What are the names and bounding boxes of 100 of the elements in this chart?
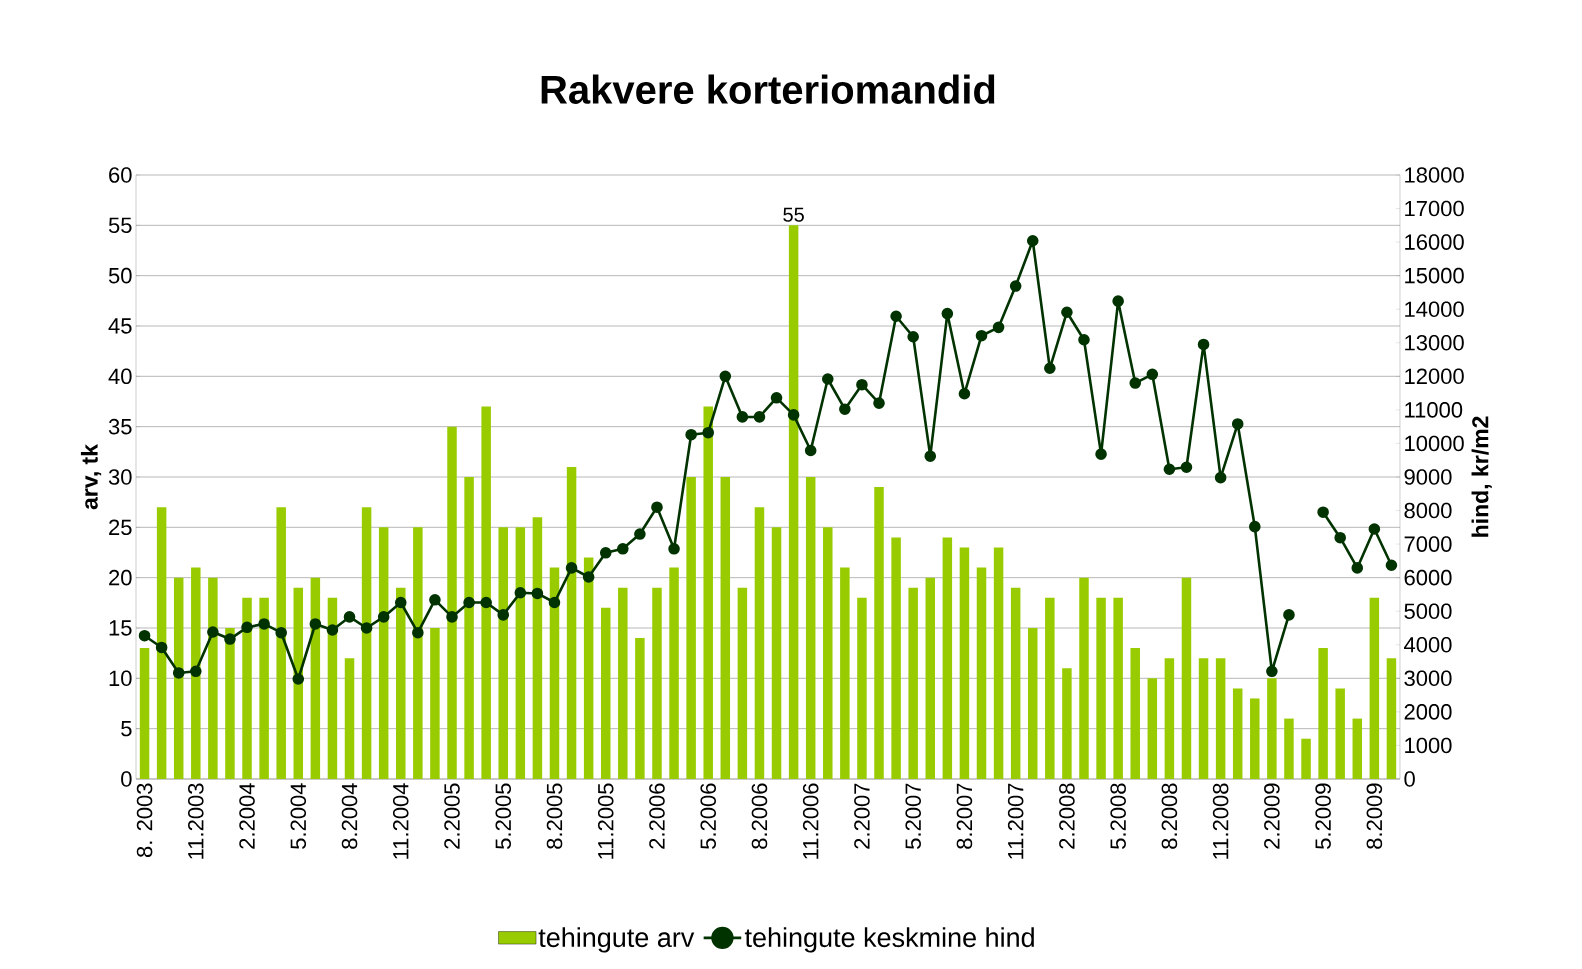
bar	[600, 607, 611, 779]
bar	[1284, 718, 1294, 779]
bar	[481, 406, 491, 779]
x-tick-label: 8.2006	[751, 783, 768, 849]
y-tick-label: 50	[108, 267, 132, 284]
bar	[447, 426, 457, 779]
legend-label: tehingute keskmine hind	[744, 927, 1034, 953]
y-tick-label: 55	[108, 217, 132, 234]
x-tick-label: 8. 2003	[136, 783, 153, 857]
bar	[139, 648, 150, 779]
bar	[1147, 678, 1158, 779]
bar	[891, 537, 901, 779]
bar	[1130, 648, 1140, 779]
bar	[430, 627, 440, 779]
x-tick-label: 11.2005	[597, 783, 614, 859]
y-tick-label: 60	[109, 167, 132, 183]
y2-tick-label: 1000	[1405, 737, 1452, 754]
x-tick-label: 5.2008	[1110, 783, 1126, 849]
bar	[823, 527, 833, 779]
x-tick-label: 8.2004	[341, 783, 358, 849]
x-tick-label: 5.2006	[700, 783, 717, 849]
x-tick-label: 8.2009	[1366, 783, 1383, 849]
x-tick-label: 5.2007	[905, 783, 921, 849]
bar	[1164, 658, 1175, 779]
legend-label: tehingute arv	[538, 927, 695, 953]
bar	[1335, 688, 1345, 779]
bar	[720, 476, 731, 779]
bar	[703, 406, 713, 779]
y-tick-label: 25	[109, 519, 132, 536]
bar	[1250, 698, 1260, 779]
bar	[959, 547, 970, 779]
bar	[156, 507, 167, 779]
y2-tick-label: 16000	[1405, 234, 1464, 250]
bar	[515, 527, 526, 779]
y2-tick-label: 0	[1404, 771, 1415, 787]
bar	[1369, 597, 1380, 779]
x-tick-label: 5.2004	[290, 783, 307, 849]
y-axis-title: arv, tk	[80, 443, 102, 510]
bar	[805, 476, 816, 779]
y2-tick-label: 9000	[1404, 469, 1452, 485]
x-tick-label: 8.2005	[546, 783, 563, 849]
bar	[1232, 688, 1243, 779]
bar	[1352, 718, 1363, 779]
bar	[1301, 738, 1311, 779]
bar	[396, 587, 406, 779]
y2-axis-title: hind, kr/m2	[1471, 416, 1492, 537]
x-tick-label: 2.2005	[444, 783, 460, 849]
bar	[276, 507, 286, 779]
bar	[532, 517, 543, 779]
data-label: 55	[783, 207, 804, 222]
y-tick-label: 10	[109, 670, 132, 687]
x-tick-label: 2.2004	[239, 783, 255, 849]
y-tick-label: 5	[121, 720, 132, 737]
bar	[788, 225, 799, 779]
bar	[1096, 597, 1106, 779]
y2-tick-label: 5000	[1404, 603, 1452, 619]
x-tick-label: 11.2008	[1212, 783, 1229, 859]
bar	[771, 527, 782, 779]
x-tick-label: 11.2007	[1007, 783, 1024, 859]
y-tick-label: 0	[121, 771, 132, 787]
bar	[498, 527, 508, 779]
bar	[1181, 577, 1192, 779]
x-tick-label: 11.2003	[188, 783, 204, 859]
bar	[925, 577, 936, 779]
bar	[874, 487, 884, 779]
y2-tick-label: 10000	[1405, 435, 1464, 452]
y-tick-label: 40	[108, 368, 132, 385]
y2-tick-label: 17000	[1405, 200, 1464, 217]
bar	[344, 658, 355, 779]
bar	[378, 527, 389, 779]
bar	[259, 597, 269, 779]
bar	[583, 557, 594, 779]
y2-tick-label: 3000	[1404, 670, 1452, 687]
bar	[942, 537, 953, 779]
y2-tick-label: 15000	[1405, 267, 1464, 284]
y2-tick-label: 4000	[1404, 636, 1452, 653]
y-tick-label: 30	[108, 469, 132, 485]
y2-tick-label: 18000	[1405, 167, 1464, 183]
x-tick-label: 2.2008	[1059, 783, 1075, 849]
bar	[242, 597, 252, 779]
x-tick-label: 2.2007	[854, 783, 870, 849]
bar	[1027, 627, 1038, 779]
x-tick-label: 2.2009	[1264, 783, 1280, 849]
x-tick-label: 2.2006	[649, 783, 665, 849]
x-tick-label: 5.2009	[1315, 783, 1331, 849]
y2-tick-label: 8000	[1404, 502, 1452, 519]
bar	[635, 638, 645, 779]
x-tick-label: 8.2008	[1161, 783, 1178, 849]
bar	[566, 466, 577, 779]
bar	[754, 507, 765, 779]
bar	[1045, 597, 1055, 779]
bar	[464, 476, 474, 779]
y-tick-label: 15	[109, 620, 132, 636]
bar	[1386, 658, 1397, 779]
bar	[225, 627, 235, 779]
y-tick-label: 20	[109, 569, 132, 586]
bar	[361, 507, 372, 779]
y2-tick-label: 11000	[1405, 402, 1463, 418]
bar	[208, 577, 218, 779]
bar	[840, 567, 850, 779]
